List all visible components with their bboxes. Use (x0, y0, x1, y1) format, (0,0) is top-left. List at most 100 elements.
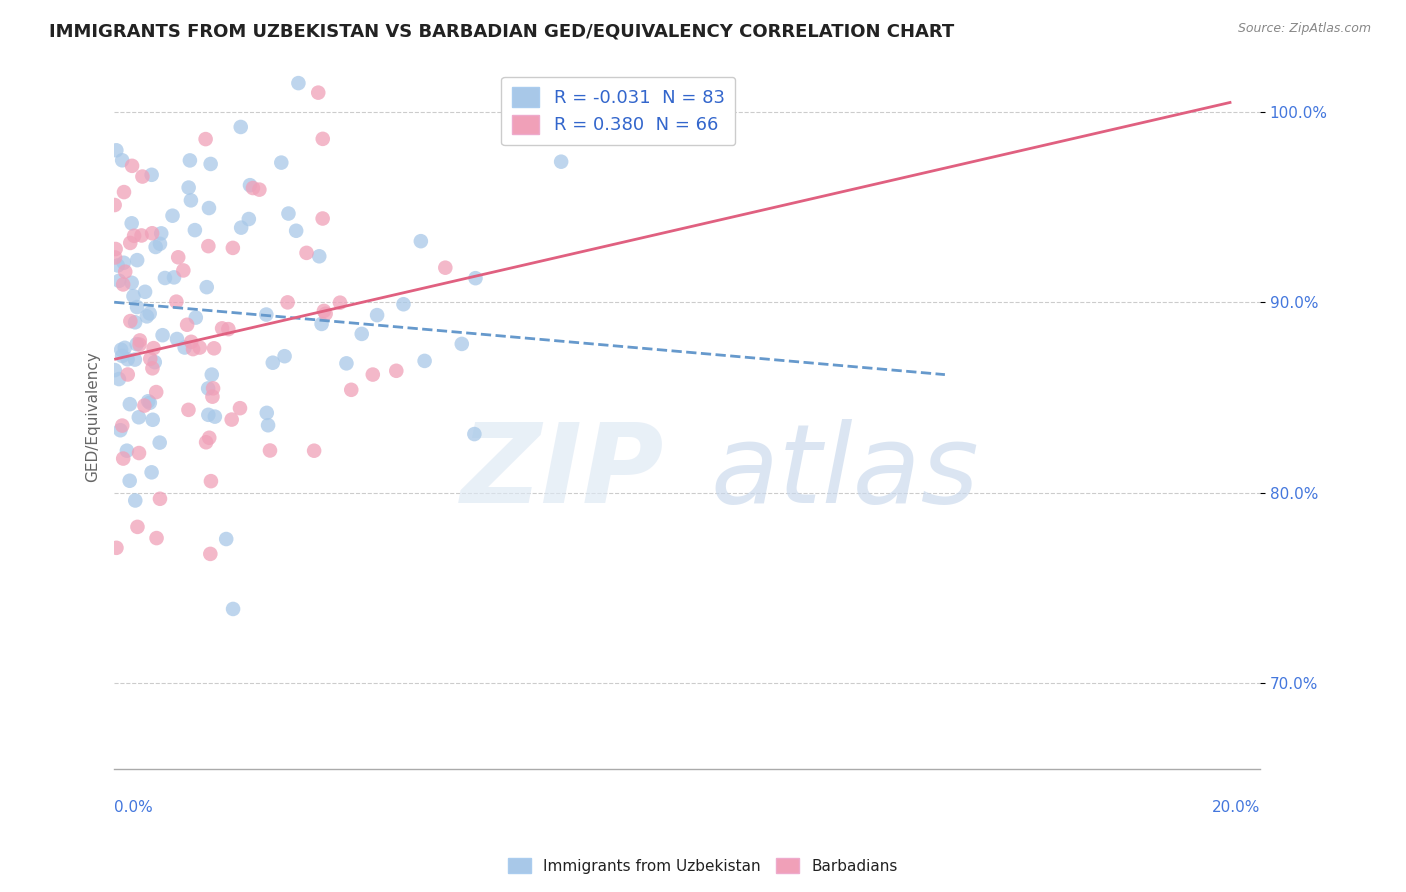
Point (385, 364, 408, 378)
Point (112, 277, 135, 292)
Legend: Immigrants from Uzbekistan, Barbadians: Immigrants from Uzbekistan, Barbadians (502, 852, 904, 880)
Point (127, 253, 149, 268)
Point (180, 334, 202, 349)
Point (128, 337, 150, 351)
Point (153, 271, 176, 285)
Point (366, 308, 388, 322)
Point (242, 181, 264, 195)
Point (285, 224, 308, 238)
Point (229, 401, 252, 416)
Point (195, 435, 218, 450)
Point (112, 256, 135, 270)
Point (124, 493, 146, 508)
Point (238, 212, 260, 227)
Point (134, 399, 156, 413)
Point (211, 321, 233, 335)
Point (179, 153, 201, 168)
Point (197, 381, 219, 395)
Point (167, 250, 190, 264)
Point (329, 295, 352, 310)
Point (202, 341, 225, 355)
Point (138, 306, 160, 320)
Point (221, 412, 243, 426)
Point (142, 413, 165, 427)
Point (315, 307, 337, 321)
Point (254, 308, 277, 322)
Point (302, 443, 325, 458)
Point (231, 220, 253, 235)
Point (107, 259, 129, 273)
Point (172, 263, 194, 277)
Point (200, 547, 222, 561)
Point (177, 180, 200, 194)
Point (434, 260, 457, 275)
Point (141, 226, 163, 240)
Point (122, 289, 145, 303)
Point (111, 153, 134, 168)
Legend: R = -0.031  N = 83, R = 0.380  N = 66: R = -0.031 N = 83, R = 0.380 N = 66 (502, 77, 735, 145)
Point (110, 343, 132, 357)
Text: ZIP: ZIP (461, 419, 664, 526)
Point (350, 326, 373, 341)
Point (195, 280, 218, 294)
Text: atlas: atlas (710, 419, 979, 526)
Point (215, 532, 238, 546)
Point (145, 385, 167, 400)
Point (141, 361, 163, 376)
Point (121, 276, 143, 290)
Point (270, 155, 292, 169)
Point (110, 423, 132, 437)
Point (311, 211, 333, 226)
Point (135, 310, 157, 324)
Point (308, 249, 330, 263)
Point (204, 409, 226, 424)
Point (104, 251, 127, 265)
Point (450, 337, 472, 351)
Point (128, 334, 150, 348)
Point (277, 295, 299, 310)
Point (117, 368, 139, 382)
Text: 0.0%: 0.0% (114, 799, 153, 814)
Point (307, 86, 329, 100)
Point (114, 341, 136, 355)
Point (139, 396, 162, 410)
Point (335, 356, 357, 370)
Point (177, 402, 200, 417)
Point (141, 168, 163, 182)
Point (311, 317, 333, 331)
Point (117, 352, 139, 367)
Point (463, 427, 485, 442)
Point (200, 157, 222, 171)
Point (188, 341, 211, 355)
Point (194, 132, 217, 146)
Point (202, 381, 225, 395)
Point (150, 227, 173, 241)
Point (256, 406, 278, 420)
Point (180, 194, 202, 208)
Point (184, 223, 207, 237)
Point (118, 474, 141, 488)
Point (222, 241, 245, 255)
Point (201, 368, 224, 382)
Point (131, 169, 153, 184)
Point (127, 520, 149, 534)
Point (131, 228, 153, 243)
Point (121, 216, 143, 230)
Point (145, 531, 167, 545)
Point (122, 228, 145, 243)
Point (108, 372, 131, 386)
Point (197, 239, 219, 253)
Point (173, 341, 195, 355)
Point (104, 242, 127, 256)
Point (120, 235, 142, 250)
Point (108, 274, 131, 288)
Point (200, 474, 222, 488)
Point (111, 418, 134, 433)
Text: IMMIGRANTS FROM UZBEKISTAN VS BARBADIAN GED/EQUIVALENCY CORRELATION CHART: IMMIGRANTS FROM UZBEKISTAN VS BARBADIAN … (49, 22, 955, 40)
Y-axis label: GED/Equivalency: GED/Equivalency (86, 351, 100, 482)
Point (128, 410, 150, 425)
Point (134, 285, 156, 299)
Point (201, 390, 224, 404)
Point (124, 315, 146, 329)
Text: Source: ZipAtlas.com: Source: ZipAtlas.com (1237, 22, 1371, 36)
